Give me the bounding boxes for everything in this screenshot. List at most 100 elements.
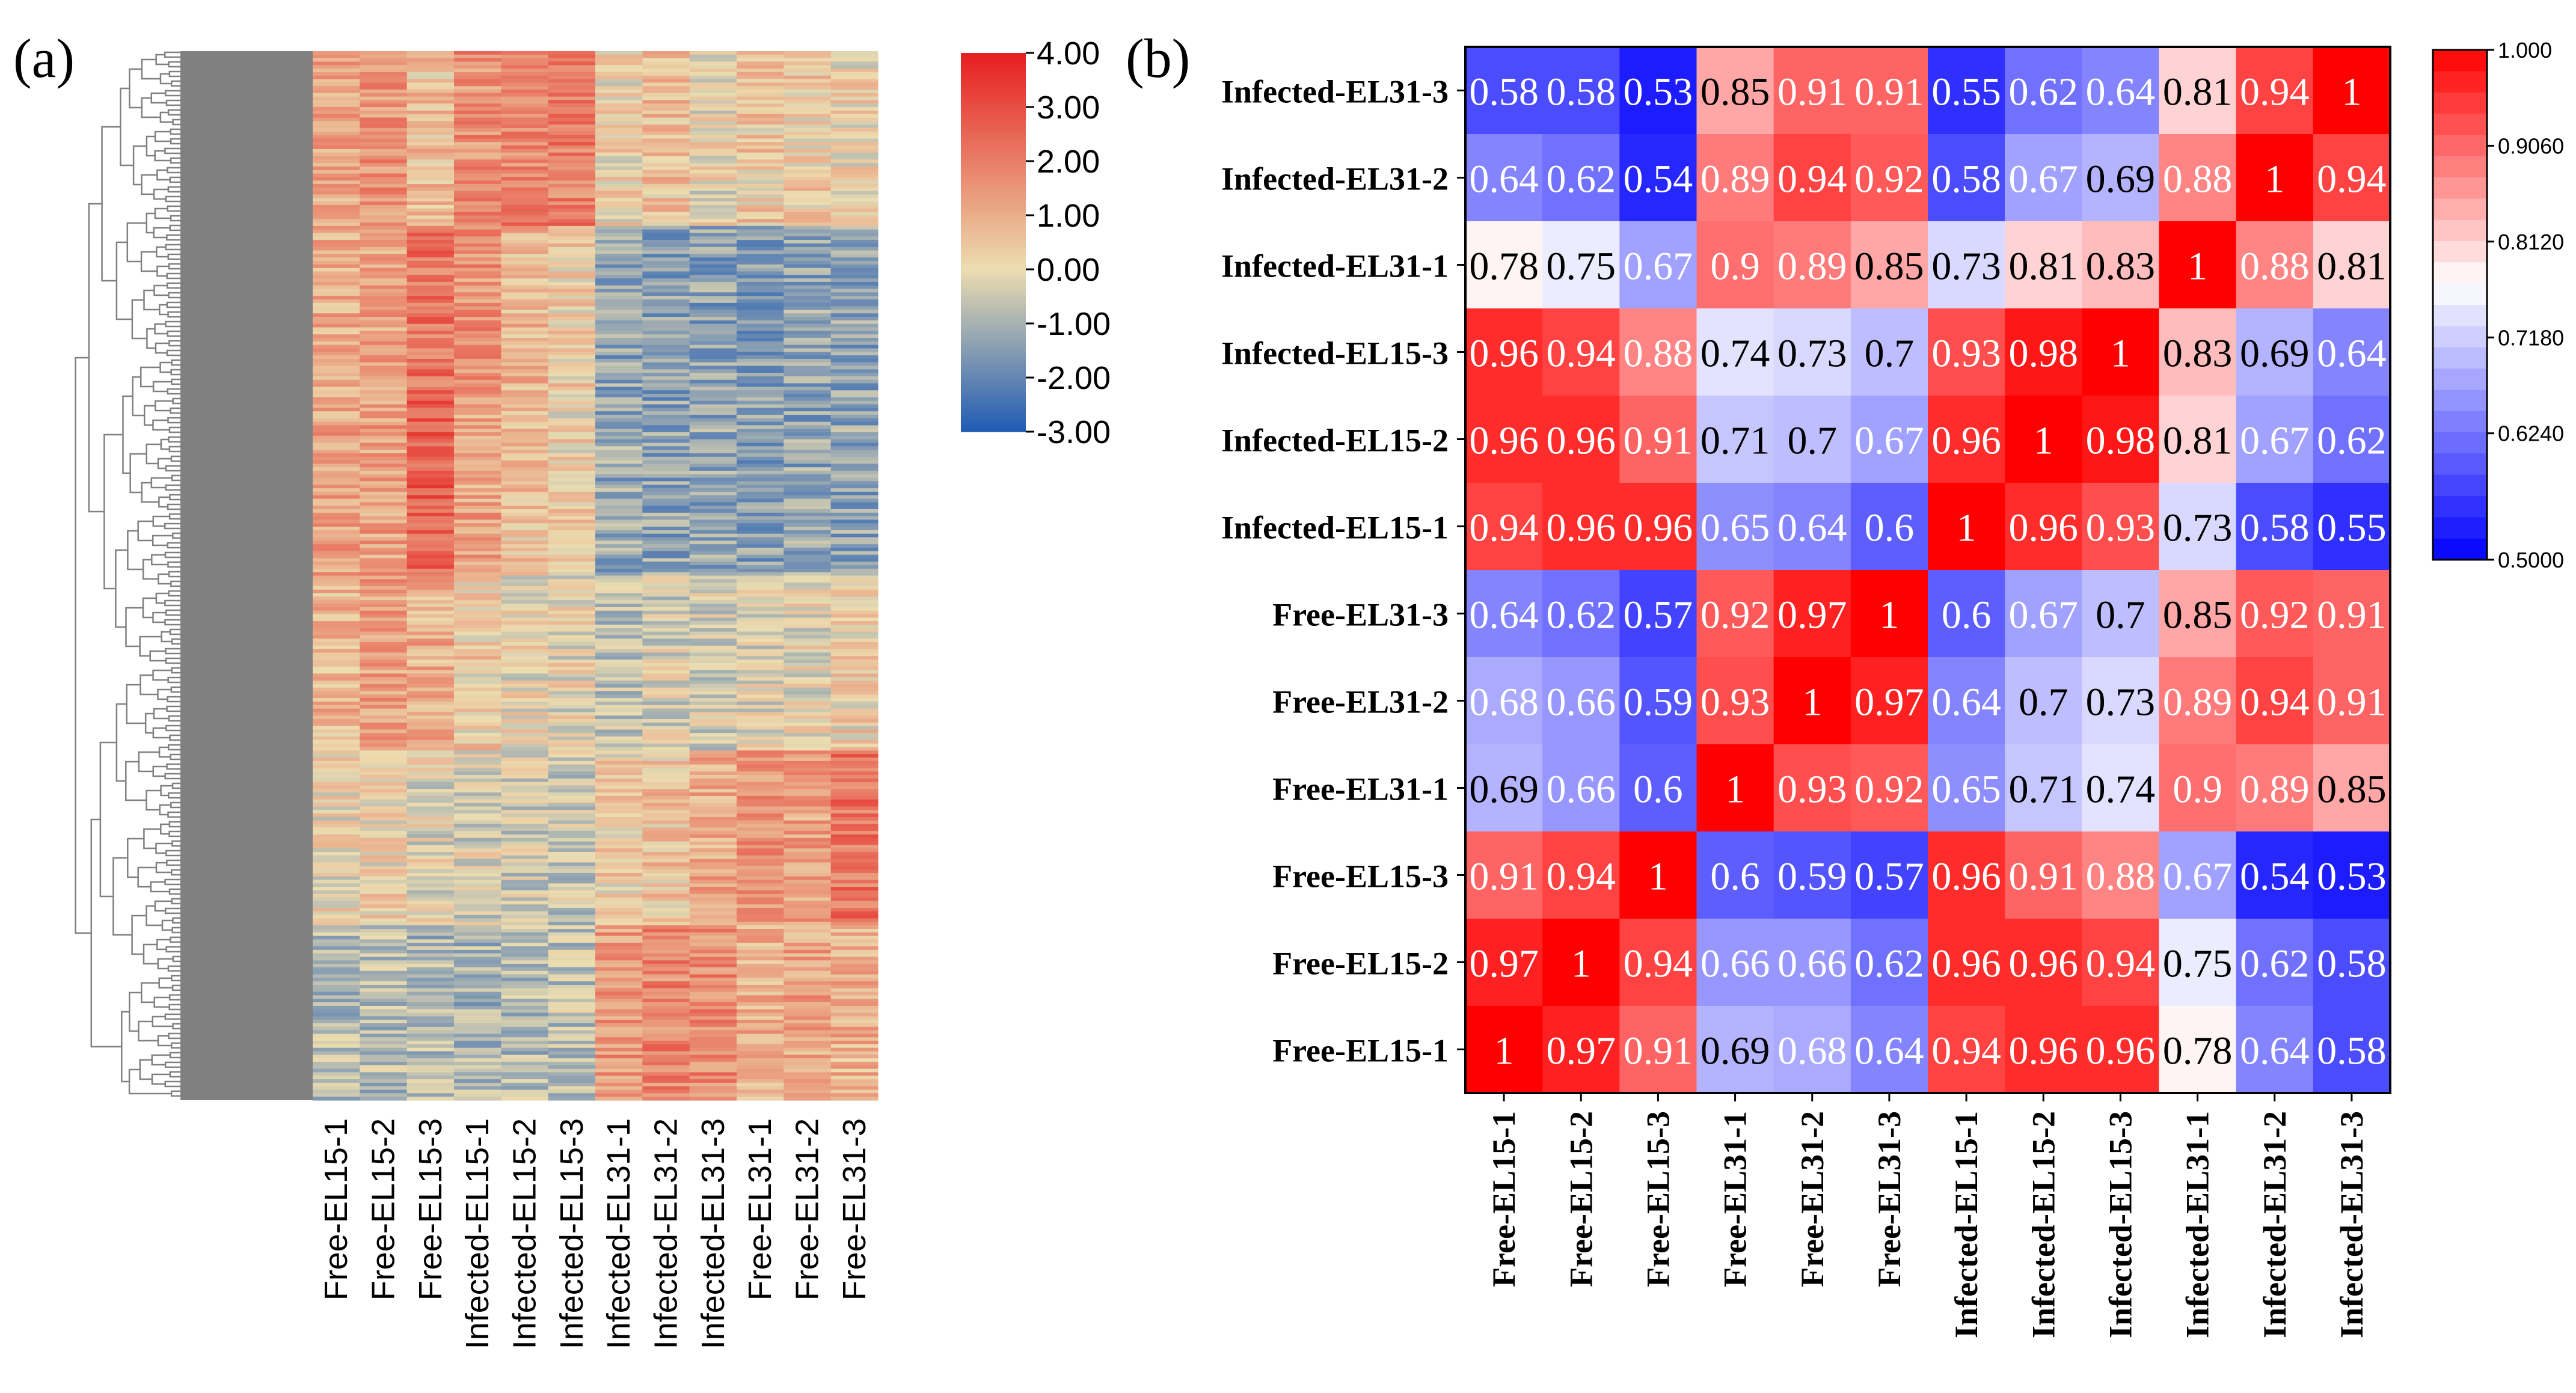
corr-value-label: 0.88 — [2163, 158, 2233, 201]
heatmap-cell — [689, 684, 737, 688]
heatmap-cell — [642, 928, 690, 933]
heatmap-cell — [313, 362, 360, 367]
heatmap-cell — [548, 1086, 596, 1091]
heatmap-cell — [689, 803, 737, 807]
corr-value-label: 0.94 — [1931, 1029, 2001, 1073]
heatmap-cell — [737, 754, 784, 758]
heatmap-cell — [830, 397, 879, 402]
heatmap-cell — [501, 949, 549, 954]
heatmap-cell — [406, 715, 455, 720]
heatmap-cell — [548, 593, 596, 597]
heatmap-cell — [830, 261, 879, 265]
heatmap-cell — [360, 275, 408, 279]
heatmap-cell — [548, 1089, 596, 1094]
heatmap-cell — [548, 485, 596, 489]
heatmap-cell — [548, 512, 596, 517]
heatmap-cell — [406, 799, 455, 804]
heatmap-cell — [313, 1041, 360, 1045]
heatmap-cell — [501, 544, 549, 548]
heatmap-cell — [784, 859, 832, 863]
heatmap-cell — [689, 527, 737, 531]
heatmap-cell — [454, 824, 501, 828]
heatmap-cell — [642, 250, 690, 254]
heatmap-cell — [642, 901, 690, 905]
heatmap-cell — [689, 344, 737, 349]
heatmap-cell — [406, 792, 455, 797]
corr-cell — [1696, 308, 1774, 396]
heatmap-cell — [737, 554, 784, 559]
heatmap-cell — [737, 58, 784, 63]
heatmap-cell — [501, 677, 549, 681]
heatmap-cell — [501, 142, 549, 146]
heatmap-cell — [595, 981, 643, 985]
heatmap-cell — [830, 432, 879, 436]
heatmap-cell — [406, 687, 455, 692]
heatmap-cell — [313, 893, 360, 898]
heatmap-cell — [313, 1026, 360, 1031]
heatmap-cell — [501, 621, 549, 625]
row-dendrogram — [75, 51, 313, 1100]
heatmap-cell — [830, 1016, 879, 1020]
heatmap-cell — [830, 887, 879, 891]
heatmap-cell — [737, 718, 784, 723]
heatmap-cell — [454, 810, 501, 814]
heatmap-cell — [830, 72, 879, 76]
heatmap-cell — [406, 442, 455, 447]
heatmap-cell — [595, 715, 643, 720]
heatmap-cell — [784, 687, 832, 692]
heatmap-cell — [501, 928, 549, 933]
heatmap-cell — [595, 778, 643, 783]
heatmap-cell — [406, 575, 455, 580]
heatmap-cell — [689, 1089, 737, 1094]
heatmap-cell — [406, 1086, 455, 1091]
heatmap-cell — [548, 264, 596, 269]
heatmap-cell — [548, 225, 596, 230]
heatmap-cell — [454, 677, 501, 681]
heatmap-cell — [830, 310, 879, 314]
heatmap-cell — [501, 841, 549, 845]
heatmap-cell — [642, 89, 690, 94]
heatmap-cell — [689, 670, 737, 674]
heatmap-cell — [406, 562, 455, 566]
dendrogram-branch — [146, 135, 156, 157]
heatmap-cell — [737, 726, 784, 730]
heatmap-cell — [360, 827, 408, 831]
heatmap-cell — [454, 439, 501, 444]
heatmap-cell — [689, 1079, 737, 1083]
colorbar-a-segment — [961, 378, 1026, 381]
heatmap-cell — [313, 845, 360, 849]
heatmap-cell — [548, 344, 596, 349]
heatmap-cell — [642, 491, 690, 496]
corr-value-label: 0.85 — [2317, 768, 2387, 812]
heatmap-cell — [454, 502, 501, 506]
heatmap-cell — [737, 778, 784, 783]
heatmap-cell — [360, 995, 408, 999]
heatmap-cell — [830, 684, 879, 688]
heatmap-cell — [406, 334, 455, 338]
heatmap-cell — [689, 397, 737, 402]
heatmap-cell — [548, 373, 596, 377]
heatmap-cell — [454, 219, 501, 223]
heatmap-cell — [313, 124, 360, 129]
heatmap-cell — [501, 275, 549, 279]
heatmap-cell — [501, 631, 549, 635]
heatmap-cell — [830, 810, 879, 814]
heatmap-cell — [642, 718, 690, 723]
heatmap-cell — [737, 152, 784, 157]
heatmap-cell — [360, 477, 408, 482]
heatmap-cell — [595, 579, 643, 583]
corr-cell — [1465, 570, 1543, 658]
heatmap-cell — [454, 970, 501, 975]
corr-value-label: 0.6 — [1865, 506, 1915, 550]
column-label: Infected-EL15-1 — [459, 1118, 495, 1349]
heatmap-cell — [737, 79, 784, 83]
heatmap-cell — [454, 530, 501, 534]
heatmap-cell — [313, 544, 360, 548]
heatmap-cell — [642, 471, 690, 475]
heatmap-cell — [406, 387, 455, 391]
heatmap-cell — [689, 414, 737, 419]
heatmap-cell — [737, 694, 784, 699]
heatmap-cell — [548, 775, 596, 779]
heatmap-cell — [548, 935, 596, 940]
heatmap-cell — [689, 173, 737, 177]
